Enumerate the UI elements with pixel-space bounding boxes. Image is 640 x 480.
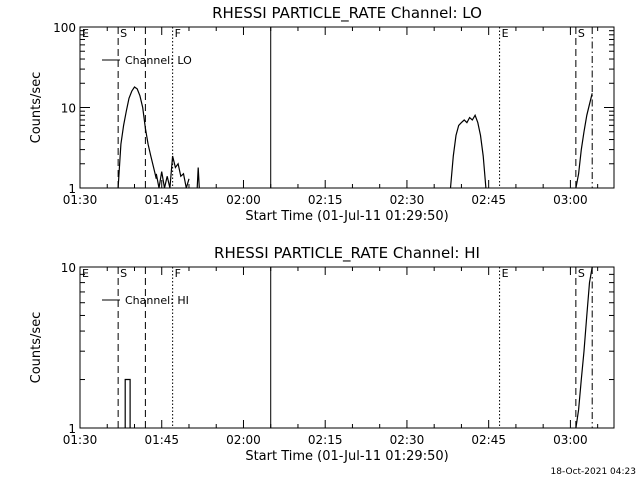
y-axis-label: Counts/sec: [29, 72, 44, 144]
plot-frame: [79, 266, 615, 429]
y-tick-label: 1: [68, 422, 76, 436]
x-tick-label: 02:00: [226, 193, 261, 207]
x-tick-label: 02:15: [308, 433, 343, 447]
y-tick-label: 10: [61, 102, 76, 116]
event-marker-label: E: [82, 267, 89, 280]
x-tick-label: 03:00: [553, 193, 588, 207]
legend-label: Channel: LO: [125, 54, 192, 67]
x-axis-label: Start Time (01-Jul-11 01:29:50): [245, 209, 448, 224]
series-line: [575, 93, 593, 189]
x-tick-label: 02:15: [308, 193, 343, 207]
legend-label: Channel: HI: [125, 294, 189, 307]
x-tick-label: 02:45: [471, 433, 506, 447]
x-axis-label: Start Time (01-Jul-11 01:29:50): [245, 449, 448, 464]
x-tick-label: 02:30: [390, 193, 425, 207]
y-tick-label: 1: [68, 182, 76, 196]
event-marker-label: E: [82, 27, 89, 40]
event-marker-label: E: [502, 267, 509, 280]
event-marker-label: E: [502, 27, 509, 40]
x-tick-label: 01:45: [144, 193, 179, 207]
y-tick-label: 10: [61, 261, 76, 275]
series-line: [196, 167, 200, 189]
y-tick-label: 100: [53, 21, 76, 35]
y-axis-label: Counts/sec: [29, 312, 44, 384]
x-tick-label: 03:00: [553, 433, 588, 447]
footer-timestamp: 18-Oct-2021 04:23: [551, 467, 636, 477]
event-marker-label: S: [120, 267, 127, 280]
x-tick-label: 01:30: [63, 433, 98, 447]
event-marker-label: S: [578, 267, 585, 280]
event-marker-label: S: [120, 27, 127, 40]
chart-title: RHESSI PARTICLE_RATE Channel: HI: [214, 244, 480, 263]
x-tick-label: 02:45: [471, 193, 506, 207]
event-marker-label: F: [175, 267, 181, 280]
series-line: [117, 86, 157, 189]
series-line: [155, 155, 190, 189]
plot-frame: [79, 26, 615, 189]
series-line: [575, 266, 593, 429]
x-tick-label: 01:45: [144, 433, 179, 447]
x-tick-label: 01:30: [63, 193, 98, 207]
chart-title: RHESSI PARTICLE_RATE Channel: LO: [212, 4, 482, 23]
x-tick-label: 02:00: [226, 433, 261, 447]
event-marker-label: S: [578, 27, 585, 40]
x-tick-label: 02:30: [390, 433, 425, 447]
series-line: [124, 378, 131, 428]
event-marker-label: F: [175, 27, 181, 40]
series-line: [449, 113, 487, 189]
